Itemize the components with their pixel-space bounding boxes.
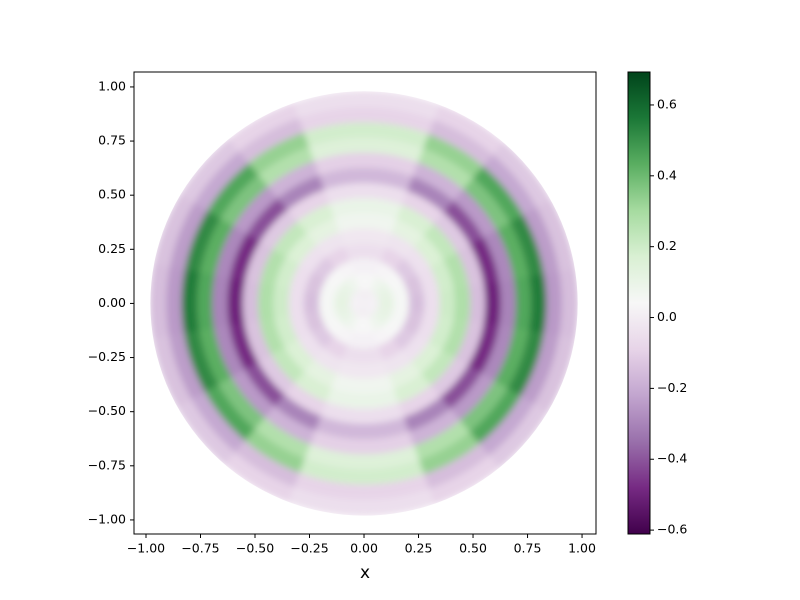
x-tick-label: 1.00 [568, 541, 596, 556]
colorbar-tick-label: −0.2 [657, 380, 687, 395]
x-tick-label: −0.75 [181, 541, 219, 556]
field-cell [498, 274, 518, 332]
y-tick-label: −1.00 [88, 511, 126, 526]
field-cell [164, 266, 185, 341]
y-tick-label: −0.50 [88, 403, 126, 418]
x-tick-label: 0.25 [405, 541, 433, 556]
field-cell [528, 269, 548, 338]
field-cell [256, 283, 275, 324]
field-cell [513, 272, 533, 335]
field-cell [468, 280, 487, 327]
colorbar-tick-label: 0.0 [657, 309, 677, 324]
y-tick-label: 0.50 [98, 187, 126, 202]
x-tick-label: −0.25 [290, 541, 328, 556]
y-tick-label: 1.00 [98, 78, 126, 93]
field-cell [543, 266, 564, 341]
field-cell [453, 283, 472, 324]
y-tick-label: −0.75 [88, 457, 126, 472]
field-cell [195, 272, 215, 335]
colorbar-tick-label: −0.6 [657, 522, 687, 537]
field-cell [438, 285, 457, 321]
colorbar-tick-label: 0.2 [657, 238, 677, 253]
x-axis-label: x [360, 563, 370, 583]
field-cell [271, 285, 290, 321]
field-cell [558, 263, 578, 343]
colorbar-tick-label: 0.4 [657, 167, 677, 182]
x-tick-label: −0.50 [236, 541, 274, 556]
y-tick-label: 0.75 [98, 133, 126, 148]
x-tick-label: 0.50 [459, 541, 487, 556]
field-cell [210, 274, 230, 332]
field [150, 91, 578, 516]
field-cell [241, 280, 260, 327]
field-cell [533, 335, 576, 413]
y-tick-label: 0.25 [98, 241, 126, 256]
x-tick-label: 0.00 [350, 541, 378, 556]
field-cell [180, 269, 200, 338]
y-tick-label: −0.25 [88, 349, 126, 364]
colorbar [627, 71, 651, 535]
colorbar-tick-label: 0.6 [657, 96, 677, 111]
colorbar-tick-label: −0.4 [657, 451, 687, 466]
x-tick-label: −1.00 [127, 541, 165, 556]
x-tick-label: 0.75 [514, 541, 542, 556]
cells [150, 91, 578, 516]
y-tick-label: 0.00 [98, 295, 126, 310]
field-cell [225, 277, 245, 330]
field-cell [483, 277, 503, 330]
field-cell [150, 263, 170, 343]
